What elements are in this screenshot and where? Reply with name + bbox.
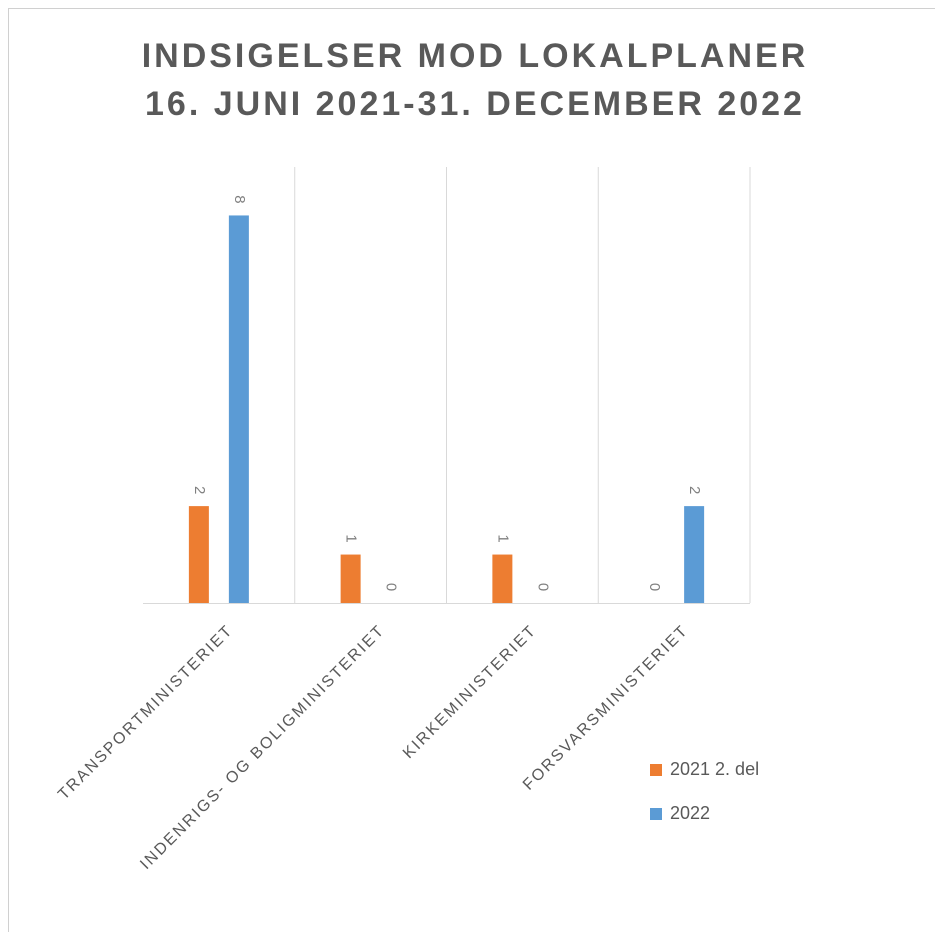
legend-swatch [650, 808, 662, 820]
legend-label: 2021 2. del [670, 759, 759, 779]
legend-label: 2022 [670, 803, 710, 823]
bar [340, 554, 361, 603]
bar [684, 506, 705, 603]
data-label: 2 [686, 486, 703, 494]
data-label: 0 [534, 583, 551, 591]
data-label: 8 [231, 195, 248, 203]
chart-title: 16. JUNI 2021-31. DECEMBER 2022 [145, 85, 805, 123]
bar [492, 554, 513, 603]
data-label: 1 [343, 534, 360, 542]
data-label: 0 [383, 583, 400, 591]
x-tick-label: TRANSPORTMINISTERIET [55, 622, 237, 804]
x-tick-label: INDENRIGS- OG BOLIGMINISTERIET [137, 622, 388, 873]
data-label: 1 [494, 534, 511, 542]
x-tick-label: KIRKEMINISTERIET [400, 622, 540, 762]
bar [188, 506, 209, 603]
data-label: 0 [646, 583, 663, 591]
x-tick-label: FORSVARSMINISTERIET [520, 622, 692, 794]
bar [228, 215, 249, 603]
legend-swatch [650, 764, 662, 776]
data-label: 2 [191, 486, 208, 494]
chart-title: INDSIGELSER MOD LOKALPLANER [142, 37, 809, 75]
